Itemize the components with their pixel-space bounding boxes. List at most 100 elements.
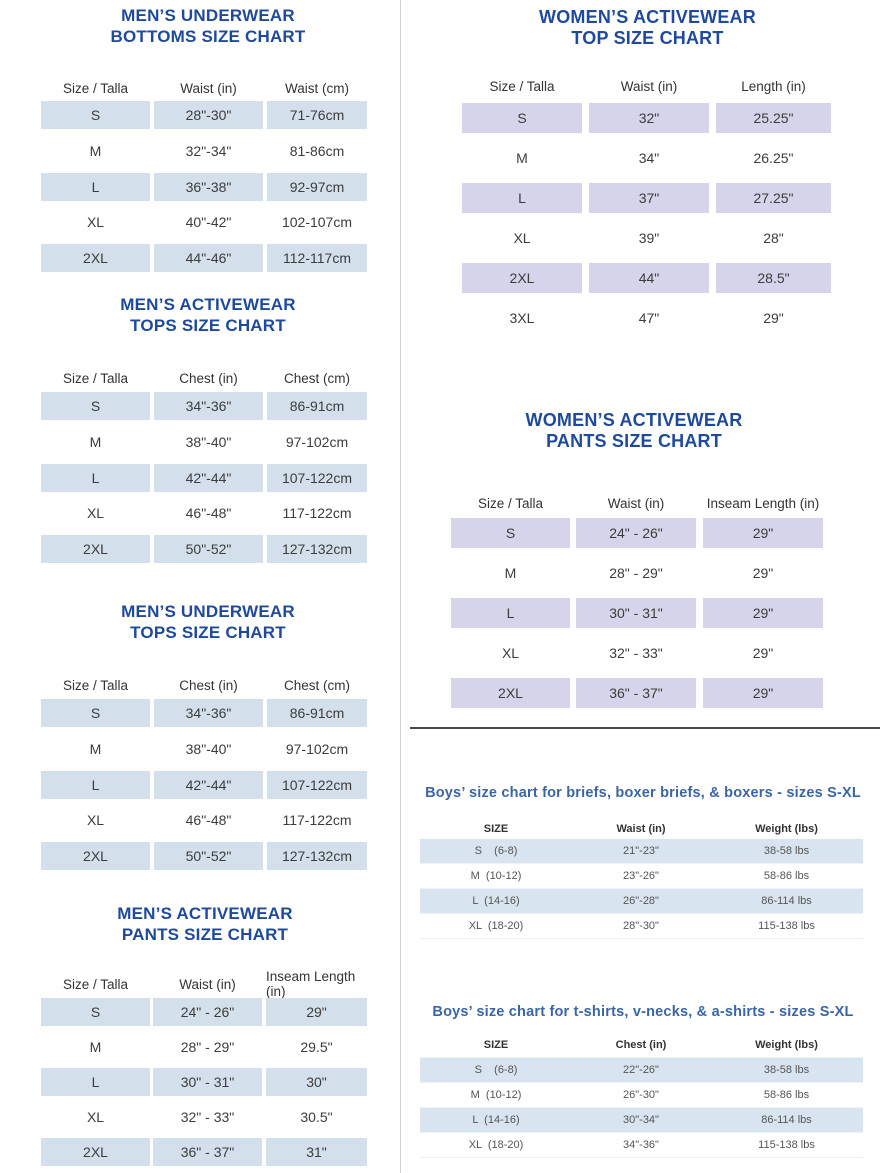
table-cell: S xyxy=(41,998,150,1026)
table-cell: L xyxy=(41,771,150,799)
table-cell: 86-114 lbs xyxy=(761,1114,812,1126)
table-cell: 112-117cm xyxy=(267,244,367,272)
table-cell: XL xyxy=(513,230,531,246)
table-row: M (10-12) 26"-30" 58-86 lbs xyxy=(420,1083,863,1108)
table-cell: 31" xyxy=(266,1138,367,1166)
table-cell: 32" xyxy=(589,103,709,133)
table-cell: 28" - 29" xyxy=(180,1039,235,1055)
table-cell: 34"-36" xyxy=(154,392,263,420)
table-cell: S (6-8) xyxy=(474,845,518,857)
table-cell: 30" xyxy=(266,1068,367,1096)
table-cell: L xyxy=(462,183,582,213)
table-cell: 42"-44" xyxy=(154,464,263,492)
table-cell: 30"-34" xyxy=(623,1114,659,1126)
chart-title-line: MEN’S UNDERWEAR xyxy=(121,602,295,621)
table-cell: 127-132cm xyxy=(267,535,367,563)
table-cell: 46"-48" xyxy=(185,505,232,521)
table-cell: 29" xyxy=(752,565,774,581)
table-cell: 3XL xyxy=(509,310,535,326)
table-cell: L xyxy=(451,598,570,628)
column-header: Size / Talla xyxy=(62,976,129,992)
table-cell: XL xyxy=(86,812,105,828)
table-cell: 34"-36" xyxy=(154,699,263,727)
table-cell: XL xyxy=(501,645,520,661)
table-cell: M xyxy=(89,434,102,450)
column-header: Chest (cm) xyxy=(283,370,350,386)
table-cell: 36" - 37" xyxy=(153,1138,262,1166)
table-cell: 86-91cm xyxy=(267,699,367,727)
table-cell: S xyxy=(451,518,570,548)
table-cell: XL xyxy=(86,505,105,521)
table-cell: 38-58 lbs xyxy=(763,1064,810,1076)
table-cell: 21"-23" xyxy=(623,845,659,857)
table-cell: 115-138 lbs xyxy=(758,1139,815,1151)
table-cell: 86-91cm xyxy=(267,392,367,420)
table-cell: 30" - 31" xyxy=(576,598,696,628)
table-cell: 117-122cm xyxy=(282,505,352,521)
table-cell: L xyxy=(41,173,150,201)
table-cell: 22"-26" xyxy=(623,1064,659,1076)
table-cell: 30.5" xyxy=(300,1109,333,1125)
column-divider xyxy=(400,0,401,1173)
table-cell: L xyxy=(41,1068,150,1096)
table-row: XL (18-20) 28"-30" 115-138 lbs xyxy=(420,914,863,939)
column-header: SIZE xyxy=(483,1039,509,1051)
table-cell: 50"-52" xyxy=(154,535,263,563)
table-cell: S (6-8) xyxy=(474,1064,518,1076)
table-row: L (14-16) 30"-34" 86-114 lbs xyxy=(420,1108,863,1133)
table-cell: XL (18-20) xyxy=(468,1139,524,1151)
table-cell: 32" - 33" xyxy=(180,1109,235,1125)
column-header: Length (in) xyxy=(741,78,806,94)
column-header: Waist (in) xyxy=(607,495,665,511)
table-cell: 115-138 lbs xyxy=(758,920,815,932)
table-cell: 27.25" xyxy=(716,183,831,213)
column-header: Size / Talla xyxy=(62,370,129,386)
table-cell: M xyxy=(89,143,102,159)
table-cell: S xyxy=(41,101,150,129)
table-cell: 97-102cm xyxy=(285,741,349,757)
chart-title-line: BOTTOMS SIZE CHART xyxy=(110,27,306,46)
table-cell: 29.5" xyxy=(300,1039,333,1055)
table-cell: L xyxy=(41,464,150,492)
table-cell: 34"-36" xyxy=(623,1139,659,1151)
column-header: Waist (cm) xyxy=(285,80,349,96)
table-cell: 34" xyxy=(638,150,660,166)
table-cell: 39" xyxy=(638,230,660,246)
chart-title-line: PANTS SIZE CHART xyxy=(546,431,722,451)
table-cell: XL (18-20) xyxy=(468,920,524,932)
chart-title-line: WOMEN’S ACTIVEWEAR xyxy=(525,410,743,430)
column-header: Size / Talla xyxy=(62,80,129,96)
table-cell: 44" xyxy=(589,263,709,293)
table-cell: 29" xyxy=(703,598,823,628)
table-cell: M xyxy=(516,150,528,166)
column-header: Size / Talla xyxy=(477,495,544,511)
table-cell: 127-132cm xyxy=(267,842,367,870)
column-header: Size / Talla xyxy=(62,677,129,693)
chart-title: Boys’ size chart for t-shirts, v-necks, … xyxy=(412,1002,874,1023)
column-header: Size / Talla xyxy=(489,78,555,94)
header-row: SIZE Chest (in) Weight (lbs) xyxy=(420,1033,863,1058)
chart-title-line: Boys’ size chart for briefs, boxer brief… xyxy=(425,785,861,801)
column-header: Inseam Length (in) xyxy=(706,495,820,511)
column-header: Chest (cm) xyxy=(283,677,350,693)
table-cell: S xyxy=(41,392,150,420)
chart-title: MEN’S ACTIVEWEAR TOPS SIZE CHART xyxy=(0,294,416,336)
table-cell: 81-86cm xyxy=(289,143,345,159)
table-row: S (6-8) 21"-23" 38-58 lbs xyxy=(420,839,863,864)
table-cell: 40"-42" xyxy=(185,214,232,230)
table-cell: S xyxy=(462,103,582,133)
table-cell: 38"-40" xyxy=(185,741,232,757)
table-cell: 36" - 37" xyxy=(576,678,696,708)
column-header: Chest (in) xyxy=(179,677,238,693)
table-cell: 36"-38" xyxy=(154,173,263,201)
table-cell: 38"-40" xyxy=(185,434,232,450)
table-cell: M xyxy=(504,565,517,581)
chart-title-line: TOPS SIZE CHART xyxy=(130,623,286,642)
table-cell: 25.25" xyxy=(716,103,831,133)
table-cell: 58-86 lbs xyxy=(763,870,810,882)
table-cell: 24" - 26" xyxy=(153,998,262,1026)
table-cell: 102-107cm xyxy=(281,214,353,230)
table-cell: 28" xyxy=(763,230,784,246)
chart-title: MEN’S ACTIVEWEAR PANTS SIZE CHART xyxy=(0,903,410,945)
chart-title-line: TOPS SIZE CHART xyxy=(130,316,286,335)
